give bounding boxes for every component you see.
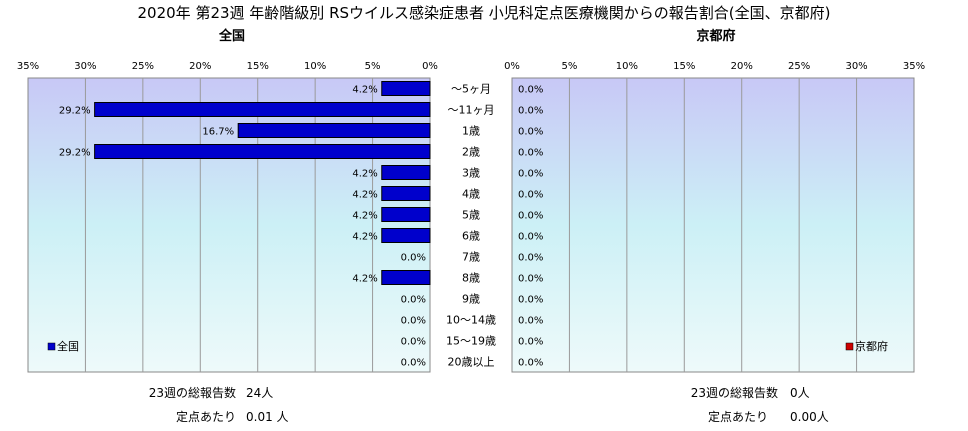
data-label-kyoto: 0.0%: [518, 169, 543, 180]
national-total-label: 23週の総報告数: [149, 385, 236, 400]
data-label-kyoto: 0.0%: [518, 295, 543, 306]
x-tick-label-national: 25%: [132, 61, 154, 72]
data-label-national: 0.0%: [401, 253, 426, 264]
data-label-national: 0.0%: [401, 358, 426, 369]
x-tick-label-national: 0%: [422, 61, 438, 72]
panel-kyoto-subtitle: 京都府: [696, 28, 735, 44]
panel-kyoto-legend: 京都府: [845, 339, 888, 353]
x-tick-label-national: 35%: [17, 61, 39, 72]
data-label-national: 0.0%: [401, 337, 426, 348]
data-label-kyoto: 0.0%: [518, 211, 543, 222]
data-label-kyoto: 0.0%: [518, 127, 543, 138]
data-label-kyoto: 0.0%: [518, 316, 543, 327]
data-label-kyoto: 0.0%: [518, 190, 543, 201]
data-label-kyoto: 0.0%: [518, 148, 543, 159]
category-label: 4歳: [462, 188, 480, 201]
bar-national: [381, 81, 431, 96]
panel-kyoto-plot-area: [511, 77, 915, 373]
category-label: 10～14歳: [446, 314, 496, 327]
x-tick-label-national: 20%: [189, 61, 211, 72]
x-tick-label-kyoto: 10%: [616, 61, 638, 72]
x-tick-label-kyoto: 25%: [788, 61, 810, 72]
category-label: 8歳: [462, 272, 480, 285]
x-tick-label-kyoto: 30%: [845, 61, 867, 72]
x-tick-label-national: 15%: [247, 61, 269, 72]
kyoto-total-label: 23週の総報告数: [691, 385, 778, 400]
panel-national-subtitle: 全国: [218, 28, 245, 44]
kyoto-per-label: 定点あたり: [708, 409, 768, 424]
bar-national: [237, 123, 431, 138]
category-label: ～11ヶ月: [448, 104, 495, 117]
bar-national: [381, 270, 431, 285]
national-total-value: 24人: [246, 386, 273, 400]
x-tick-label-kyoto: 15%: [673, 61, 695, 72]
category-label: 2歳: [462, 146, 480, 159]
legend-national-swatch: [47, 342, 56, 351]
data-label-kyoto: 0.0%: [518, 85, 543, 96]
data-label-national: 4.2%: [352, 190, 377, 201]
data-label-kyoto: 0.0%: [518, 232, 543, 243]
bar-national: [94, 144, 431, 159]
bar-national: [94, 102, 431, 117]
national-per-label: 定点あたり: [176, 409, 236, 424]
legend-national-label: 全国: [57, 339, 79, 353]
kyoto-per-value: 0.00人: [790, 410, 829, 424]
category-axis-labels: ～5ヶ月 ～11ヶ月 1歳 2歳 3歳 4歳 5歳 6歳 7歳 8歳 9歳 10～14歳 15～19歳 2…: [446, 83, 496, 369]
data-label-national: 4.2%: [352, 274, 377, 285]
data-label-kyoto: 0.0%: [518, 337, 543, 348]
data-label-kyoto: 0.0%: [518, 274, 543, 285]
category-label: 15～19歳: [446, 335, 496, 348]
x-tick-label-national: 10%: [304, 61, 326, 72]
data-label-kyoto: 0.0%: [518, 358, 543, 369]
category-label: 20歳以上: [448, 356, 495, 369]
data-label-kyoto: 0.0%: [518, 106, 543, 117]
bar-national: [381, 165, 431, 180]
x-tick-label-kyoto: 20%: [731, 61, 753, 72]
x-tick-label-national: 5%: [365, 61, 381, 72]
panel-national-legend: 全国: [47, 339, 79, 353]
category-label: 5歳: [462, 209, 480, 222]
category-label: 7歳: [462, 251, 480, 264]
legend-kyoto-swatch: [845, 342, 854, 351]
legend-kyoto-label: 京都府: [855, 339, 888, 353]
bar-national: [381, 228, 431, 243]
data-label-national: 4.2%: [352, 232, 377, 243]
data-label-national: 0.0%: [401, 316, 426, 327]
data-label-national: 0.0%: [401, 295, 426, 306]
chart-title: 2020年 第23週 年齢階級別 RSウイルス感染症患者 小児科定点医療機関から…: [138, 4, 831, 22]
bar-national: [381, 207, 431, 222]
x-tick-label-kyoto: 5%: [561, 61, 577, 72]
category-label: ～5ヶ月: [451, 83, 491, 96]
panel-kyoto: 京都府 0% 5% 10% 15% 20% 25% 30% 35% 0.0% 0.0% 0.0% 0…: [504, 28, 925, 424]
kyoto-total-value: 0人: [790, 386, 810, 400]
data-label-national: 4.2%: [352, 211, 377, 222]
national-per-value: 0.01 人: [246, 410, 289, 424]
data-label-national: 29.2%: [59, 106, 91, 117]
category-label: 3歳: [462, 167, 480, 180]
category-label: 1歳: [462, 125, 480, 138]
x-tick-label-national: 30%: [74, 61, 96, 72]
panel-national-plot-area: [27, 77, 431, 373]
data-label-national: 4.2%: [352, 85, 377, 96]
bar-national: [381, 186, 431, 201]
data-label-national: 4.2%: [352, 169, 377, 180]
category-label: 6歳: [462, 230, 480, 243]
data-label-national: 29.2%: [59, 148, 91, 159]
x-tick-label-kyoto: 0%: [504, 61, 520, 72]
panel-national: 全国 0% 5% 10% 15% 20% 25% 30% 35% 4.2% 29.2% 16.7%…: [17, 28, 438, 424]
x-tick-label-kyoto: 35%: [903, 61, 925, 72]
data-label-kyoto: 0.0%: [518, 253, 543, 264]
data-label-national: 16.7%: [202, 127, 234, 138]
category-label: 9歳: [462, 293, 480, 306]
